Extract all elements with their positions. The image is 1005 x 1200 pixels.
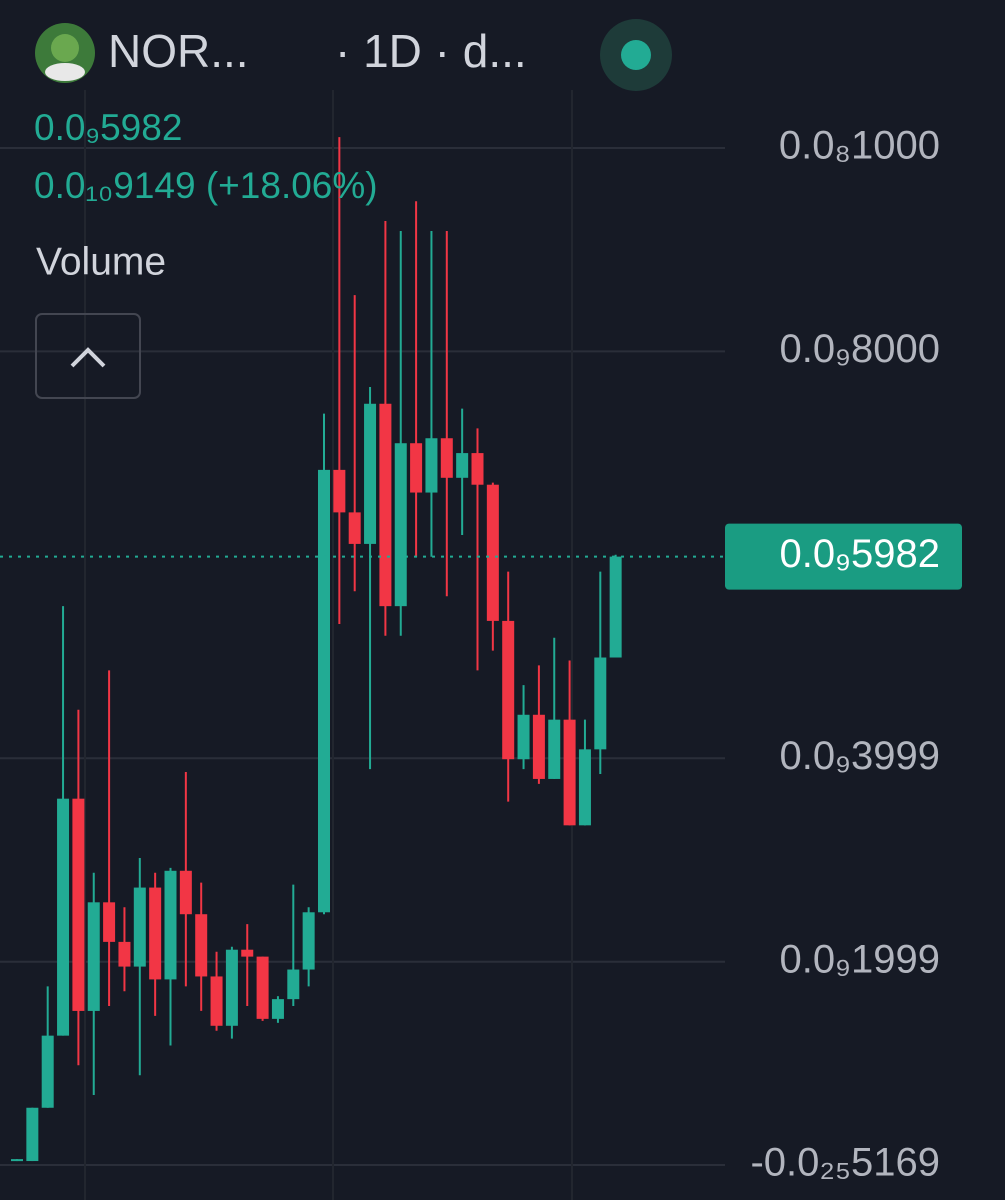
plot xyxy=(0,90,725,1200)
candle-body xyxy=(517,714,530,760)
candle-body xyxy=(333,469,346,513)
symbol[interactable]: NOR... xyxy=(108,25,249,77)
y-tick-label: 0.0₉1999 xyxy=(780,937,940,981)
avatar-face xyxy=(51,34,79,62)
avatar-body xyxy=(45,63,85,81)
candle-body xyxy=(364,403,377,544)
candle-body xyxy=(271,999,284,1019)
candle-body xyxy=(11,1159,23,1162)
last-price-label: 0.0₉5982 xyxy=(780,532,940,576)
candle-body xyxy=(41,1035,54,1108)
candle-body xyxy=(440,438,453,478)
y-tick-label: 0.0₈1000 xyxy=(779,124,940,168)
candle-body xyxy=(486,484,499,621)
y-tick-label: 0.0₉8000 xyxy=(780,327,940,371)
legend-change: 0.0₁₀9149 (+18.06%) xyxy=(34,165,378,206)
y-tick-label: -0.0₂₅5169 xyxy=(750,1141,940,1185)
candle-body xyxy=(302,912,315,970)
volume-label: Volume xyxy=(36,240,166,283)
candle-body xyxy=(502,620,515,760)
candle-body xyxy=(594,657,607,750)
interval[interactable]: · 1D · d... xyxy=(335,25,527,77)
candle-body xyxy=(57,798,70,1036)
candle-body xyxy=(609,556,622,658)
candle-body xyxy=(410,443,423,493)
candle-body xyxy=(87,902,100,1011)
candle-body xyxy=(456,453,469,478)
candle-body xyxy=(471,453,484,485)
candle-body xyxy=(548,719,561,779)
candle-body xyxy=(287,969,300,1000)
last-price-tag xyxy=(725,523,962,590)
candle-body xyxy=(425,438,438,493)
candle-body xyxy=(578,749,591,826)
candle-body xyxy=(379,403,392,607)
collapse-button[interactable] xyxy=(35,313,141,399)
candle-body xyxy=(225,949,238,1026)
candle-body xyxy=(532,714,545,779)
candle-body xyxy=(179,870,192,915)
candle-body xyxy=(318,469,330,913)
status-dot xyxy=(621,40,651,70)
candle-body xyxy=(26,1107,39,1162)
candle-body xyxy=(149,887,162,980)
candle-body xyxy=(348,512,361,544)
candle-body xyxy=(118,941,131,967)
candle-body xyxy=(256,956,269,1019)
candle-body xyxy=(563,719,576,826)
candle-body xyxy=(210,976,223,1026)
candle-body xyxy=(164,870,177,980)
y-tick-label: 0.0₉3999 xyxy=(780,734,940,778)
candle-body xyxy=(394,443,407,607)
chevron-up xyxy=(70,347,106,368)
legend-price: 0.0₉5982 xyxy=(34,107,182,148)
candle-body xyxy=(133,887,146,967)
candle-body xyxy=(72,798,85,1011)
candle-body xyxy=(195,914,208,977)
candle-body xyxy=(241,949,254,957)
candle-body xyxy=(103,902,116,942)
